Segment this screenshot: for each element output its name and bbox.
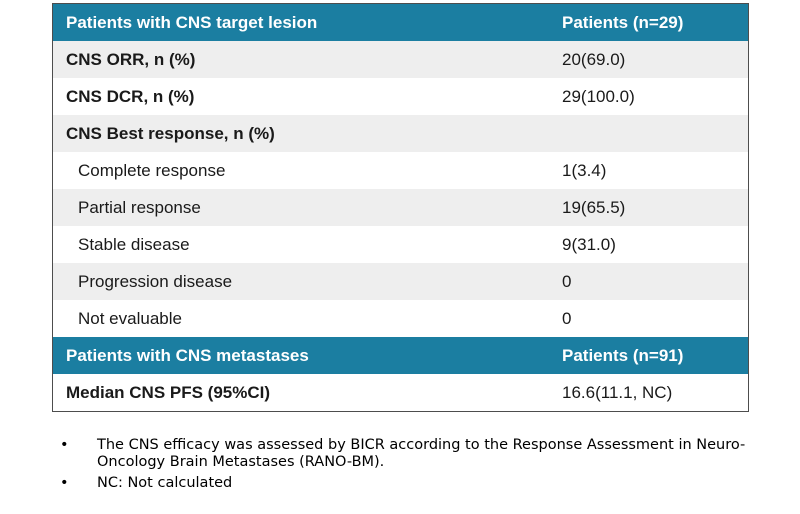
header-value: Patients (n=91) <box>562 345 684 365</box>
row-label: CNS ORR, n (%) <box>66 49 196 69</box>
row-value: 19(65.5) <box>562 197 626 217</box>
row-label: Complete response <box>78 160 226 180</box>
header-label: Patients with CNS target lesion <box>66 12 318 32</box>
row-value: 16.6(11.1, NC) <box>562 382 673 402</box>
table-row: CNS ORR, n (%) 20(69.0) <box>53 41 748 78</box>
footnote-text: NC: Not calculated <box>97 475 233 491</box>
bullet-icon: • <box>60 437 69 453</box>
row-value: 0 <box>562 271 572 291</box>
efficacy-table: Patients with CNS target lesion Patients… <box>52 3 749 412</box>
row-label: Median CNS PFS (95%CI) <box>66 382 271 402</box>
header-label: Patients with CNS metastases <box>66 345 309 365</box>
table-row: Complete response 1(3.4) <box>53 152 748 189</box>
table-row: Not evaluable 0 <box>53 300 748 337</box>
row-value: 0 <box>562 308 572 328</box>
footnote-text: The CNS efficacy was assessed by BICR ac… <box>97 437 746 470</box>
row-value: 9(31.0) <box>562 234 616 254</box>
table-row: CNS DCR, n (%) 29(100.0) <box>53 78 748 115</box>
footnotes: • The CNS efficacy was assessed by BICR … <box>60 437 780 496</box>
row-label: CNS Best response, n (%) <box>66 123 275 143</box>
table-row: Stable disease 9(31.0) <box>53 226 748 263</box>
footnote-item: • The CNS efficacy was assessed by BICR … <box>60 437 780 471</box>
table-header-target-lesion: Patients with CNS target lesion Patients… <box>53 4 748 41</box>
table-row: CNS Best response, n (%) <box>53 115 748 152</box>
row-label: Not evaluable <box>78 308 182 328</box>
footnote-item: • NC: Not calculated <box>60 475 780 492</box>
table-row: Partial response 19(65.5) <box>53 189 748 226</box>
row-label: Progression disease <box>78 271 233 291</box>
row-value: 1(3.4) <box>562 160 607 180</box>
header-value: Patients (n=29) <box>562 12 684 32</box>
row-label: CNS DCR, n (%) <box>66 86 195 106</box>
bullet-icon: • <box>60 475 69 491</box>
row-value: 20(69.0) <box>562 49 626 69</box>
row-label: Stable disease <box>78 234 190 254</box>
table-header-metastases: Patients with CNS metastases Patients (n… <box>53 337 748 374</box>
row-value: 29(100.0) <box>562 86 635 106</box>
row-label: Partial response <box>78 197 201 217</box>
table-row: Median CNS PFS (95%CI) 16.6(11.1, NC) <box>53 374 748 411</box>
table-row: Progression disease 0 <box>53 263 748 300</box>
